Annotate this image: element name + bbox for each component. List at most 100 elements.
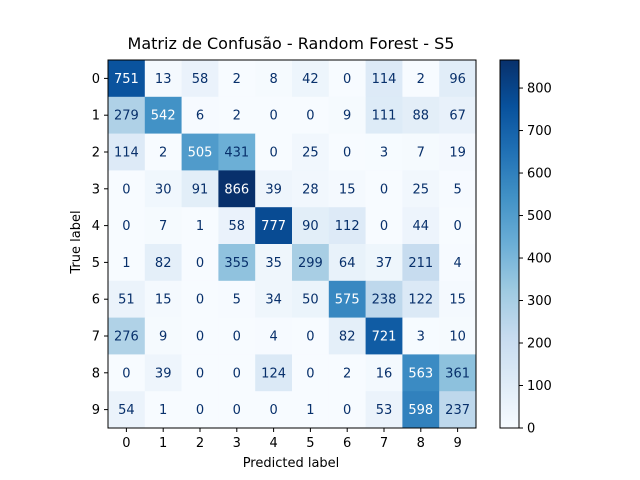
- cell-value-label: 1: [196, 219, 204, 234]
- heatmap-cell: [439, 96, 477, 134]
- cell-value-label: 0: [343, 72, 351, 87]
- heatmap-cell: [439, 60, 477, 98]
- cell-value-label: 1: [306, 403, 314, 418]
- cell-value-label: 3: [380, 146, 388, 161]
- cell-value-label: 598: [408, 403, 433, 418]
- cell-value-label: 0: [233, 330, 241, 345]
- heatmap-cell: [181, 96, 219, 134]
- cell-value-label: 721: [372, 330, 397, 345]
- cell-value-label: 751: [114, 72, 139, 87]
- heatmap-cell: [439, 280, 477, 318]
- cell-value-label: 238: [372, 293, 397, 308]
- y-axis-ticks: 0 1 2 3 4 5 6 7 8 9: [92, 72, 108, 418]
- cell-value-label: 44: [413, 219, 430, 234]
- heatmap-cell: [439, 317, 477, 355]
- heatmap-cell: [402, 133, 440, 171]
- heatmap-cell: [402, 280, 440, 318]
- chart-title: Matriz de Confusão - Random Forest - S5: [128, 34, 455, 53]
- cell-value-label: 82: [339, 330, 356, 345]
- colorbar-tick-label: 300: [527, 294, 552, 309]
- heatmap-cell: [144, 317, 182, 355]
- heatmap-cell: [365, 133, 403, 171]
- cell-value-label: 13: [155, 72, 172, 87]
- cell-value-label: 1: [122, 256, 130, 271]
- heatmap-cell: [365, 60, 403, 98]
- cell-value-label: 7: [417, 146, 425, 161]
- heatmap-cell: [181, 317, 219, 355]
- cell-value-label: 5: [453, 182, 461, 197]
- heatmap-cell: [439, 354, 477, 392]
- cell-value-label: 0: [122, 366, 130, 381]
- cell-value-label: 563: [408, 366, 433, 381]
- heatmap-cell: [328, 354, 366, 392]
- heatmap-cell: [108, 207, 146, 245]
- heatmap-cell: [255, 391, 293, 429]
- cell-value-label: 575: [335, 293, 360, 308]
- cell-value-label: 0: [196, 366, 204, 381]
- cell-value-label: 90: [302, 219, 319, 234]
- heatmap-cell: [402, 96, 440, 134]
- y-axis-label: True label: [69, 210, 84, 274]
- heatmap-cell: [108, 317, 146, 355]
- cell-value-label: 0: [122, 219, 130, 234]
- cell-value-label: 0: [196, 256, 204, 271]
- y-tick-label: 2: [92, 146, 100, 161]
- cell-value-label: 8: [269, 72, 277, 87]
- cell-value-label: 111: [372, 109, 397, 124]
- cell-value-label: 25: [302, 146, 319, 161]
- heatmap-cell: [365, 317, 403, 355]
- heatmap-cell: [365, 391, 403, 429]
- heatmap-cell: [402, 354, 440, 392]
- heatmap-cell: [144, 244, 182, 282]
- x-tick-label: 9: [453, 436, 461, 451]
- cell-value-label: 299: [298, 256, 323, 271]
- cell-value-label: 0: [196, 403, 204, 418]
- cell-value-label: 0: [453, 219, 461, 234]
- heatmap-cell: [181, 60, 219, 98]
- cell-value-label: 2: [233, 72, 241, 87]
- colorbar-tick-label: 100: [527, 379, 552, 394]
- heatmap-cell: [218, 96, 256, 134]
- heatmap-cell: [144, 280, 182, 318]
- heatmap-cell: [144, 354, 182, 392]
- cell-value-label: 96: [449, 72, 466, 87]
- cell-value-label: 0: [269, 403, 277, 418]
- cell-value-label: 2: [417, 72, 425, 87]
- heatmap-cell: [365, 207, 403, 245]
- heatmap-cell: [292, 244, 330, 282]
- cell-value-label: 64: [339, 256, 356, 271]
- heatmap-cell: [402, 317, 440, 355]
- heatmap-cell: [439, 391, 477, 429]
- cell-value-label: 361: [445, 366, 470, 381]
- cell-value-label: 114: [372, 72, 397, 87]
- y-tick-label: 7: [92, 330, 100, 345]
- cell-value-label: 15: [339, 182, 356, 197]
- colorbar-tick-label: 800: [527, 82, 552, 97]
- heatmap-cell: [218, 280, 256, 318]
- x-tick-label: 7: [380, 436, 388, 451]
- cell-value-label: 25: [413, 182, 430, 197]
- heatmap-cell: [292, 96, 330, 134]
- cell-value-label: 9: [343, 109, 351, 124]
- cell-value-label: 42: [302, 72, 319, 87]
- heatmap-cell: [218, 354, 256, 392]
- heatmap-cell: [365, 244, 403, 282]
- y-tick-label: 3: [92, 182, 100, 197]
- heatmap-cell: [255, 317, 293, 355]
- heatmap-cell: [255, 133, 293, 171]
- colorbar-tick-label: 200: [527, 337, 552, 352]
- cell-value-label: 0: [343, 403, 351, 418]
- heatmap-cell: [181, 354, 219, 392]
- x-tick-label: 8: [417, 436, 425, 451]
- heatmap-cell: [328, 60, 366, 98]
- y-tick-label: 9: [92, 403, 100, 418]
- cell-value-label: 37: [376, 256, 393, 271]
- cell-value-label: 82: [155, 256, 172, 271]
- heatmap-cell: [439, 244, 477, 282]
- cell-value-label: 30: [155, 182, 172, 197]
- heatmap-cell: [144, 170, 182, 208]
- heatmap-cell: [108, 133, 146, 171]
- heatmap-cell: [328, 207, 366, 245]
- cell-value-label: 35: [265, 256, 282, 271]
